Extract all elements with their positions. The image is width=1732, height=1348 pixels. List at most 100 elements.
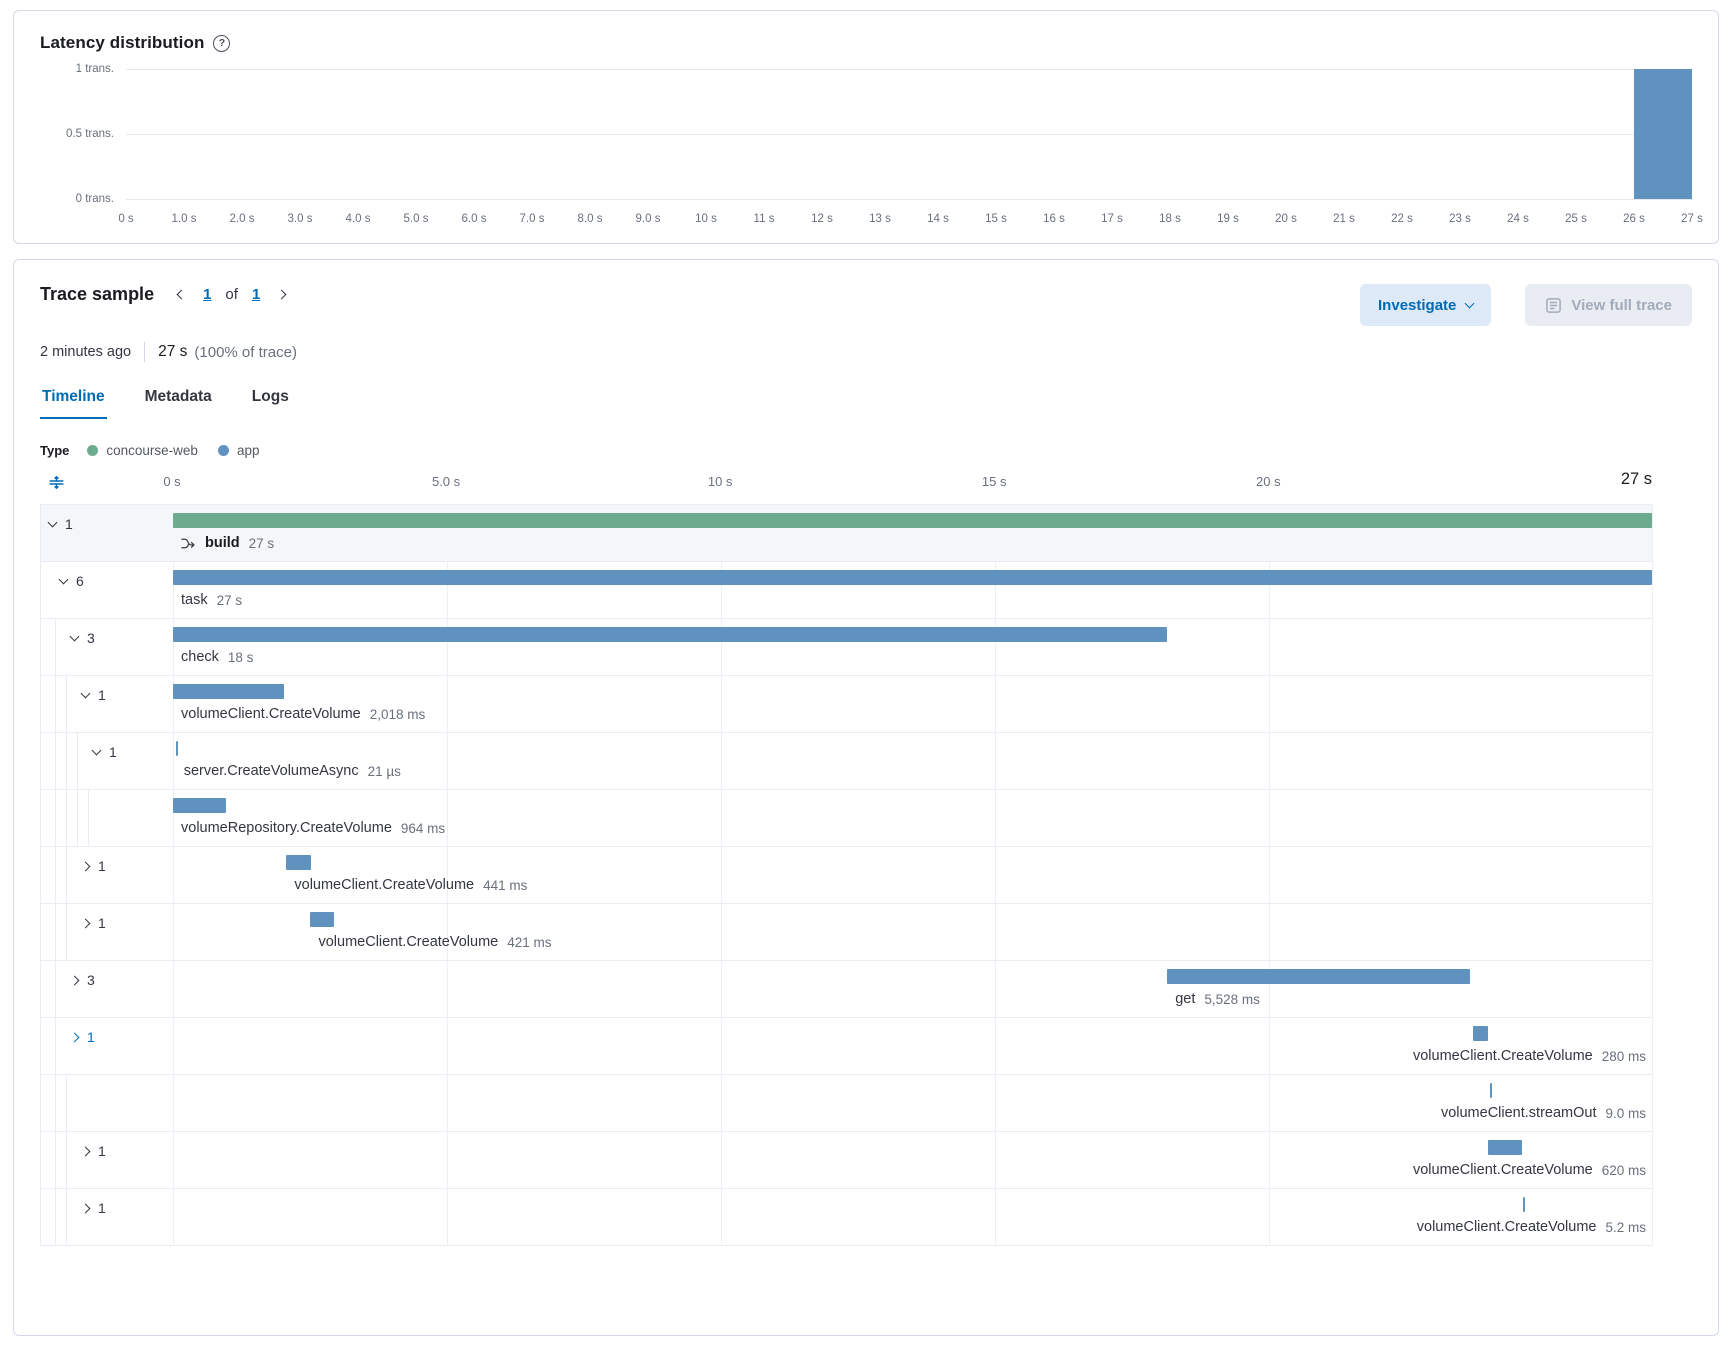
span-bar[interactable] [1472, 1026, 1489, 1041]
waterfall-row[interactable]: 1 server.CreateVolumeAsync 21 µs [41, 733, 1652, 790]
trace-tabs: Timeline Metadata Logs [40, 384, 1692, 419]
current-sample-link[interactable]: 1 [203, 286, 212, 303]
legend-item-app: app [217, 443, 259, 458]
row-expand-toggle[interactable]: 1 [91, 744, 117, 760]
legend-dot [87, 445, 99, 456]
help-icon[interactable]: ? [213, 34, 231, 52]
waterfall-row[interactable]: 1 volumeClient.CreateVolume 5.2 ms [41, 1189, 1652, 1246]
tab-metadata[interactable]: Metadata [143, 384, 214, 419]
child-count: 1 [65, 516, 73, 532]
indent-guide [66, 1075, 67, 1131]
span-label: volumeClient.CreateVolume 620 ms [1413, 1162, 1646, 1178]
next-sample-button[interactable] [274, 287, 289, 302]
span-label: volumeClient.CreateVolume 2,018 ms [181, 706, 425, 722]
span-bar[interactable] [1490, 1083, 1493, 1098]
row-expand-toggle[interactable]: 1 [80, 915, 106, 931]
span-bar[interactable] [173, 684, 284, 699]
indent-guide [66, 676, 67, 732]
span-name: build [205, 535, 240, 551]
indent-guide [55, 847, 56, 903]
latency-histogram: 1 trans. 0.5 trans. 0 trans. 0 s 1.0 s 2.0 s… [40, 63, 1703, 235]
latency-y-axis: 1 trans. 0.5 trans. 0 trans. [40, 63, 126, 205]
trace-meta-row: 2 minutes ago 27 s (100% of trace) [40, 342, 1692, 362]
row-timeline-zone: volumeClient.CreateVolume 5.2 ms [173, 1189, 1652, 1245]
ruler-tick: 10 s [707, 474, 733, 489]
span-duration: 964 ms [400, 820, 446, 836]
collapse-all-icon[interactable] [48, 474, 65, 496]
waterfall-row[interactable]: 1 volumeClient.CreateVolume 2,018 ms [41, 676, 1652, 733]
waterfall-row[interactable]: 3 get 5,528 ms [41, 961, 1652, 1018]
span-name: volumeClient.streamOut [1440, 1105, 1597, 1121]
x-tick-label: 17 s [1101, 213, 1123, 225]
span-bar[interactable] [1523, 1197, 1526, 1212]
row-expand-toggle[interactable]: 3 [69, 972, 95, 988]
span-bar[interactable] [1167, 969, 1470, 984]
row-expand-toggle[interactable]: 1 [80, 1143, 106, 1159]
waterfall-row[interactable]: 3 check 18 s [41, 619, 1652, 676]
indent-guide [55, 1189, 56, 1245]
waterfall-row[interactable]: 1 build 27 s [41, 505, 1652, 562]
chevron-right-icon [80, 918, 91, 928]
waterfall-row[interactable]: 1 volumeClient.CreateVolume 421 ms [41, 904, 1652, 961]
waterfall-row[interactable]: 1 volumeClient.CreateVolume 620 ms [41, 1132, 1652, 1189]
x-tick-label: 4.0 s [345, 213, 371, 225]
waterfall-row[interactable]: volumeClient.streamOut 9.0 ms [41, 1075, 1652, 1132]
span-label: volumeClient.CreateVolume 5.2 ms [1417, 1219, 1646, 1235]
chevron-right-icon [80, 1203, 91, 1213]
child-count: 1 [98, 1143, 106, 1159]
chevron-down-icon [1464, 298, 1475, 309]
row-expand-toggle[interactable]: 1 [80, 687, 106, 703]
indent-guide [77, 790, 78, 846]
waterfall-rows: 1 build 27 s 6 task 27 s 3 check 18 s 1 volumeClie… [41, 505, 1652, 1246]
gridline [126, 69, 1692, 70]
span-bar[interactable] [1487, 1140, 1522, 1155]
row-expand-toggle[interactable]: 1 [47, 516, 73, 532]
row-timeline-zone: volumeClient.CreateVolume 421 ms [173, 904, 1652, 960]
x-tick-label: 9.0 s [635, 213, 661, 225]
timeline-ruler: 0 s 5.0 s 10 s 15 s 20 s 27 s [40, 468, 1652, 504]
span-bar[interactable] [173, 798, 226, 813]
x-tick-label: 5.0 s [403, 213, 429, 225]
row-expand-toggle[interactable]: 1 [80, 858, 106, 874]
child-count: 6 [76, 573, 84, 589]
view-full-trace-button[interactable]: View full trace [1525, 284, 1692, 326]
span-label: check 18 s [181, 649, 253, 665]
waterfall-row[interactable]: 1 volumeClient.CreateVolume 280 ms [41, 1018, 1652, 1075]
indent-guide [55, 1132, 56, 1188]
ruler-tick: 15 s [981, 474, 1007, 489]
span-bar[interactable] [286, 855, 311, 870]
waterfall-row[interactable]: 1 volumeClient.CreateVolume 441 ms [41, 847, 1652, 904]
span-bar[interactable] [310, 912, 334, 927]
row-expand-toggle[interactable]: 3 [69, 630, 95, 646]
waterfall-row[interactable]: volumeRepository.CreateVolume 964 ms [41, 790, 1652, 847]
child-count: 1 [87, 1029, 95, 1045]
span-label: build 27 s [181, 535, 274, 551]
span-label: volumeClient.CreateVolume 421 ms [318, 934, 551, 950]
child-count: 1 [109, 744, 117, 760]
span-bar[interactable] [173, 627, 1168, 642]
span-duration: 421 ms [507, 934, 552, 950]
span-name: get [1175, 991, 1196, 1007]
row-expand-toggle[interactable]: 1 [69, 1029, 95, 1045]
tab-timeline[interactable]: Timeline [40, 384, 107, 419]
y-tick-label: 0.5 trans. [66, 128, 114, 140]
span-bar[interactable] [175, 741, 178, 756]
row-expand-toggle[interactable]: 1 [80, 1200, 106, 1216]
waterfall-row[interactable]: 6 task 27 s [41, 562, 1652, 619]
child-count: 1 [98, 1200, 106, 1216]
tab-logs[interactable]: Logs [250, 384, 291, 419]
span-name: server.CreateVolumeAsync [183, 763, 359, 779]
span-label: task 27 s [181, 592, 242, 608]
span-label: volumeClient.streamOut 9.0 ms [1441, 1105, 1646, 1121]
row-timeline-zone: build 27 s [173, 505, 1652, 561]
histogram-bar[interactable] [1634, 69, 1692, 199]
ruler-tick: 0 s [163, 474, 181, 489]
investigate-label: Investigate [1378, 296, 1457, 314]
investigate-button[interactable]: Investigate [1360, 284, 1492, 326]
span-bar[interactable] [173, 513, 1652, 528]
x-tick-label: 6.0 s [461, 213, 487, 225]
span-bar[interactable] [173, 570, 1652, 585]
total-sample-link[interactable]: 1 [251, 286, 261, 303]
row-expand-toggle[interactable]: 6 [58, 573, 84, 589]
prev-sample-button[interactable] [174, 287, 189, 302]
